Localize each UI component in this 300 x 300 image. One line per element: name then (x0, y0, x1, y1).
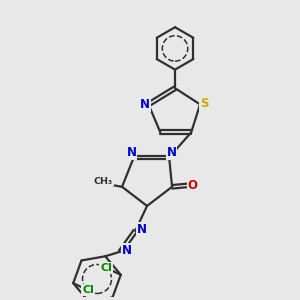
Text: Cl: Cl (82, 285, 94, 295)
Text: N: N (122, 244, 132, 256)
Text: S: S (200, 97, 208, 110)
Text: CH₃: CH₃ (94, 177, 113, 186)
Text: N: N (127, 146, 136, 159)
Text: N: N (167, 146, 176, 159)
Text: Cl: Cl (100, 263, 112, 273)
Text: N: N (140, 98, 150, 111)
Text: O: O (188, 179, 198, 192)
Text: N: N (137, 223, 147, 236)
